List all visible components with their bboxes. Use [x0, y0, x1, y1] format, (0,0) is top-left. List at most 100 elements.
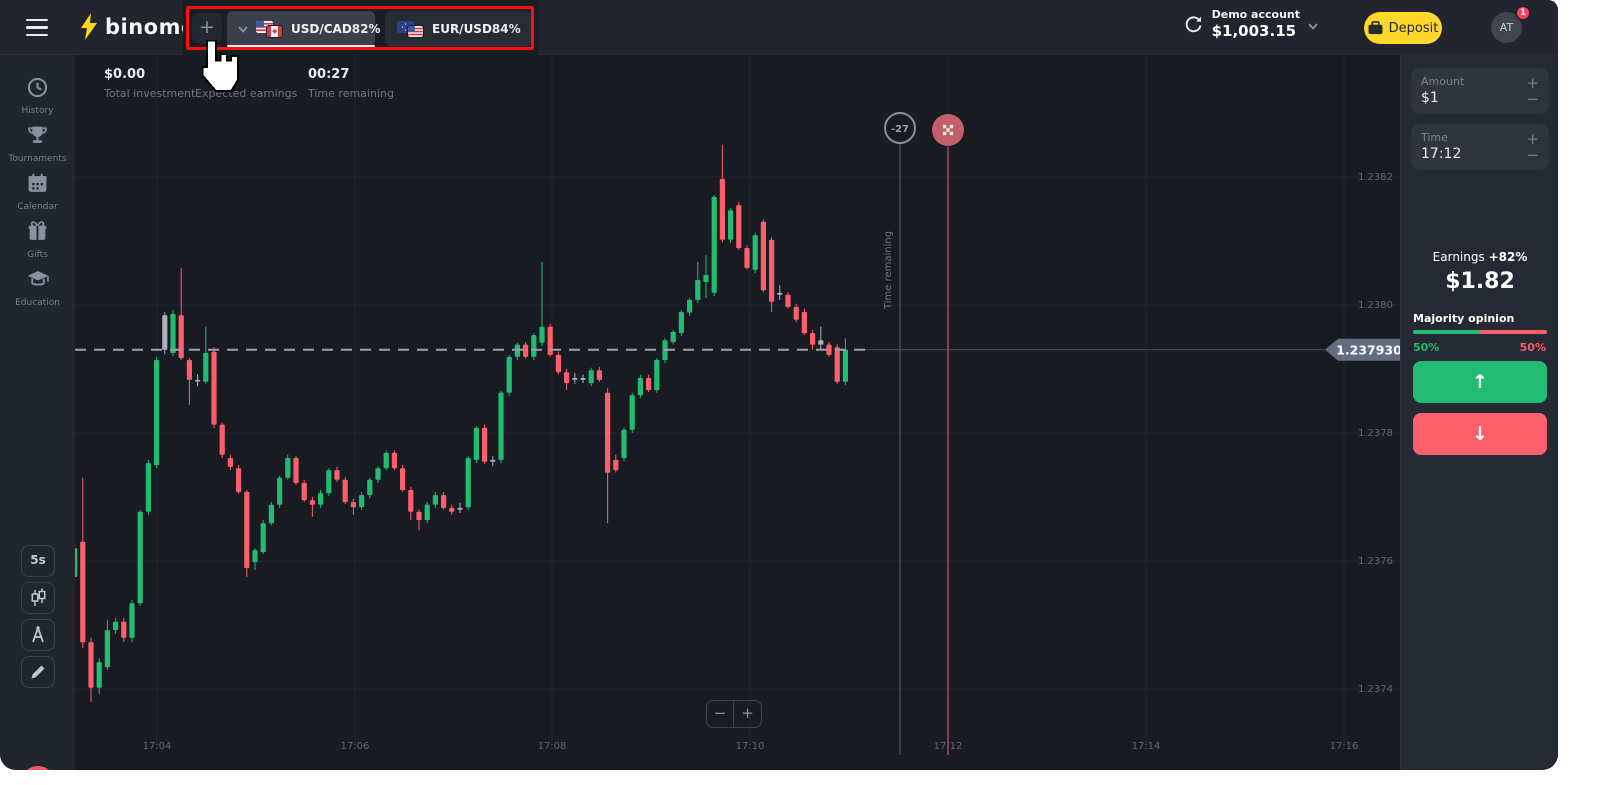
- time-tick-label: 17:04: [143, 741, 172, 752]
- earnings-line: Earnings +82%: [1401, 250, 1558, 264]
- sidebar-item-calendar[interactable]: Calendar: [0, 172, 75, 212]
- candle: [104, 630, 110, 668]
- sidebar-item-history[interactable]: History: [0, 76, 75, 116]
- candle: [350, 502, 356, 508]
- indicators-button[interactable]: [21, 619, 55, 651]
- account-switcher[interactable]: Demo account $1,003.15: [1184, 8, 1318, 40]
- checker-flag-icon: [949, 131, 954, 136]
- candle: [473, 427, 479, 460]
- candle: [744, 248, 750, 268]
- refresh-icon[interactable]: [1184, 15, 1203, 34]
- amount-decrease-button[interactable]: −: [1526, 90, 1539, 108]
- expected-earnings-label: Expected earnings: [195, 87, 298, 100]
- candle: [752, 235, 758, 270]
- price-tick-label: 1.2380: [1358, 300, 1393, 311]
- amount-field[interactable]: Amount $1 + −: [1411, 68, 1549, 114]
- candle: [695, 280, 701, 300]
- earnings-value: $1.82: [1445, 269, 1515, 294]
- candle: [252, 550, 258, 563]
- chevron-down-icon[interactable]: [238, 25, 248, 33]
- candle: [383, 452, 389, 469]
- expected-earnings-value: [195, 67, 297, 84]
- candle: [268, 504, 274, 524]
- candle: [334, 470, 340, 480]
- account-type-label: Demo account: [1211, 8, 1300, 21]
- tab-usdcad[interactable]: USD/CAD 82%: [227, 11, 381, 47]
- candle: [531, 335, 537, 357]
- candle: [637, 377, 643, 396]
- notification-badge: 1: [1515, 5, 1531, 21]
- candlestick-chart: 1.2382 1.2380 1.2378 1.2376 1.2374 17:04 17:06…: [75, 55, 1400, 755]
- candle: [547, 326, 553, 355]
- time-remaining-info: 00:27 Time remaining: [308, 67, 394, 100]
- chart-area[interactable]: 1.2382 1.2380 1.2378 1.2376 1.2374 17:04 17:06…: [75, 55, 1400, 770]
- time-increase-button[interactable]: +: [1526, 130, 1539, 148]
- logo-text: binomo: [105, 14, 196, 39]
- candle: [801, 312, 807, 334]
- deposit-button[interactable]: Deposit: [1364, 12, 1442, 44]
- sidebar-item-gifts[interactable]: Gifts: [0, 220, 75, 260]
- candle: [88, 642, 94, 688]
- candle: [129, 603, 135, 638]
- candle: [482, 427, 488, 462]
- time-decrease-button[interactable]: −: [1526, 146, 1539, 164]
- candle: [318, 493, 324, 505]
- candle: [777, 292, 783, 295]
- candle: [277, 477, 283, 505]
- put-down-button[interactable]: ↓: [1413, 413, 1547, 455]
- candle: [687, 299, 693, 313]
- help-button[interactable]: ?: [21, 766, 55, 770]
- majority-up-bar: [1413, 330, 1480, 334]
- time-field[interactable]: Time 17:12 + −: [1411, 124, 1549, 170]
- total-investment-value: $0.00: [104, 67, 146, 82]
- candle: [646, 377, 652, 391]
- sidebar-label: Calendar: [17, 202, 58, 212]
- menu-icon[interactable]: [26, 19, 50, 37]
- usdcad-flags-icon: [256, 20, 283, 38]
- drawing-button[interactable]: [21, 656, 55, 688]
- candle: [465, 457, 471, 508]
- chevron-down-icon[interactable]: [1308, 22, 1318, 30]
- add-asset-button[interactable]: +: [192, 13, 222, 43]
- call-up-button[interactable]: ↑: [1413, 361, 1547, 403]
- candle: [498, 392, 504, 460]
- price-tick-label: 1.2382: [1358, 172, 1393, 183]
- candle: [244, 491, 250, 569]
- zoom-out-button[interactable]: −: [707, 701, 734, 727]
- candle: [375, 468, 381, 480]
- candle: [137, 511, 143, 604]
- history-clock-icon: [27, 77, 48, 98]
- expected-earnings-info: Expected earnings: [195, 67, 297, 100]
- candle: [711, 196, 717, 293]
- candle: [260, 523, 266, 553]
- amount-label: Amount: [1421, 75, 1465, 88]
- candle: [113, 621, 119, 631]
- sidebar-item-education[interactable]: Education: [0, 268, 75, 308]
- amount-increase-button[interactable]: +: [1526, 74, 1539, 92]
- candle: [703, 274, 709, 282]
- time-remaining-value: 00:27: [308, 67, 350, 82]
- account-balance: $1,003.15: [1211, 22, 1297, 40]
- top-bar: binomo + USD/CAD: [0, 0, 1558, 55]
- checker-flag-icon: [942, 124, 947, 129]
- candle: [736, 205, 742, 249]
- candle: [285, 457, 291, 478]
- interval-button[interactable]: 5s: [21, 545, 55, 577]
- candle: [580, 377, 586, 380]
- candle: [555, 354, 561, 373]
- pencil-icon: [31, 665, 45, 679]
- zoom-in-button[interactable]: +: [741, 704, 754, 722]
- majority-opinion-bar: [1413, 330, 1547, 334]
- candle: [539, 326, 545, 343]
- candle: [769, 239, 775, 302]
- gift-icon: [28, 221, 47, 240]
- tab-eurusd[interactable]: EUR/USD 84%: [385, 11, 531, 47]
- tab-payout: 82%: [351, 22, 381, 36]
- sidebar-item-tournaments[interactable]: Tournaments: [0, 124, 75, 164]
- current-price-value: 1.237930: [1336, 342, 1400, 357]
- candle: [416, 511, 422, 521]
- time-tick-label: 17:08: [538, 741, 567, 752]
- candle: [818, 340, 824, 345]
- candle: [178, 315, 184, 359]
- chart-type-button[interactable]: [21, 582, 55, 614]
